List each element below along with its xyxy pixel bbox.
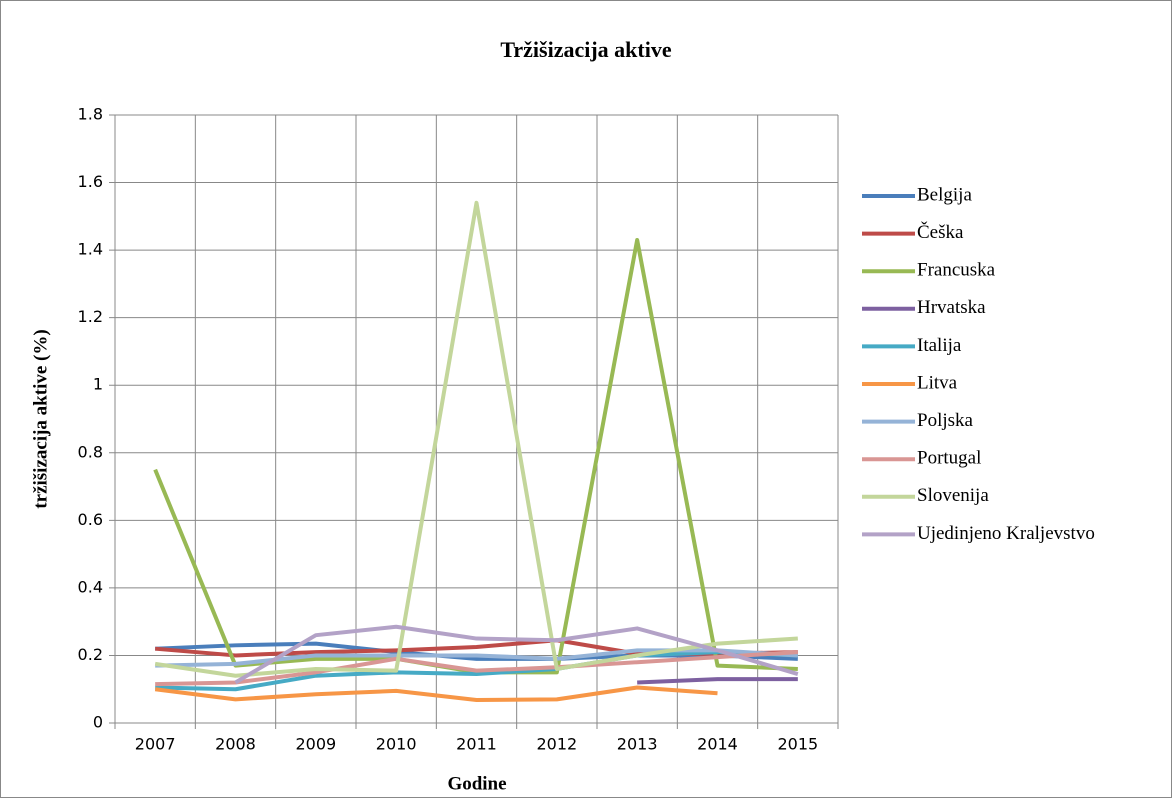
y-tick-label: 0.8 <box>78 442 103 461</box>
chart-title: Tržišizacija aktive <box>500 37 671 62</box>
y-axis-label: tržišizacija aktive (%) <box>30 329 51 508</box>
series-line <box>234 624 799 685</box>
y-tick-label: 1.2 <box>78 307 103 326</box>
y-tick-label: 0.6 <box>78 510 103 529</box>
x-tick-label: 2008 <box>215 735 256 754</box>
series-line <box>155 648 798 668</box>
series-line <box>155 650 798 692</box>
legend-label: Češka <box>917 221 964 243</box>
legend-label: Francuska <box>917 260 996 281</box>
x-axis-label: Godine <box>447 773 506 794</box>
x-tick-label: 2012 <box>536 735 577 754</box>
legend-label: Hrvatska <box>917 297 986 318</box>
legend-label: Portugal <box>917 448 981 469</box>
x-tick-label: 2011 <box>456 735 497 754</box>
legend-label: Slovenija <box>917 485 989 506</box>
x-tick-label: 2014 <box>697 735 738 754</box>
x-tick-label: 2007 <box>135 735 176 754</box>
y-tick-label: 1.6 <box>78 172 103 191</box>
y-tick-label: 0 <box>93 713 103 732</box>
series-line <box>155 650 798 687</box>
legend-label: Italija <box>917 335 962 356</box>
x-tick-label: 2013 <box>617 735 658 754</box>
series-line <box>154 685 718 703</box>
legend-label: Ujedinjeno Kraljevstvo <box>917 523 1095 544</box>
y-tick-label: 0.2 <box>78 645 103 664</box>
legend-label: Litva <box>917 372 958 393</box>
x-tick-label: 2009 <box>295 735 336 754</box>
y-tick-label: 1.8 <box>78 105 103 124</box>
y-tick-label: 1 <box>93 375 103 394</box>
x-tick-label: 2010 <box>376 735 417 754</box>
series-line <box>154 200 798 678</box>
y-tick-label: 1.4 <box>78 240 103 259</box>
series-line <box>637 677 798 685</box>
x-tick-label: 2015 <box>777 735 818 754</box>
legend-label: Poljska <box>917 410 974 431</box>
y-tick-label: 0.4 <box>78 577 103 596</box>
legend-label: Belgija <box>917 184 972 205</box>
